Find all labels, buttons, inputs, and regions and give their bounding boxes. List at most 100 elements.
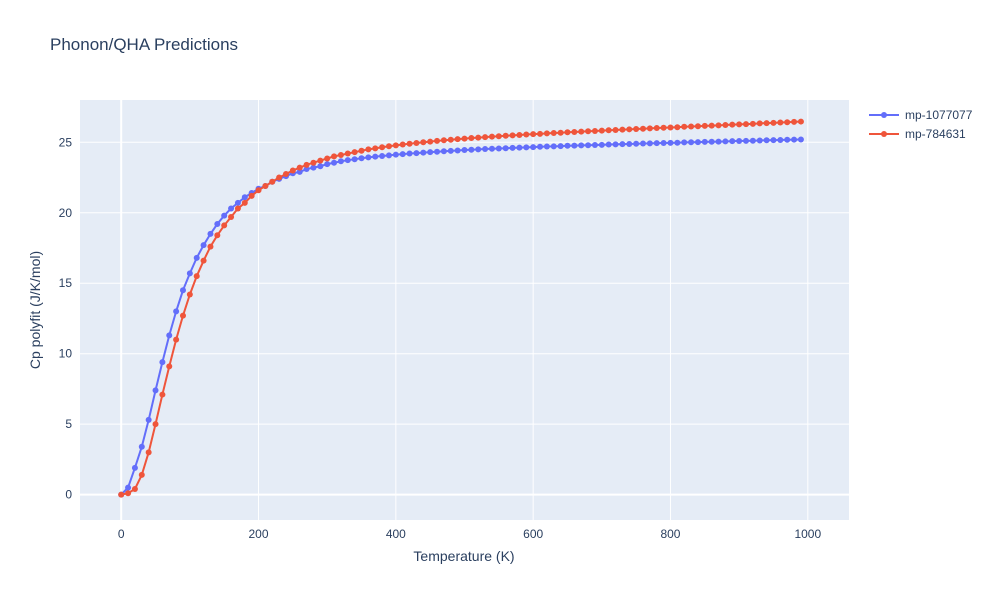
data-point[interactable]: [379, 152, 386, 159]
data-point[interactable]: [694, 139, 701, 146]
data-point[interactable]: [138, 443, 145, 450]
data-point[interactable]: [488, 133, 495, 140]
data-point[interactable]: [310, 159, 317, 166]
data-point[interactable]: [797, 118, 804, 125]
data-point[interactable]: [612, 127, 619, 134]
data-point[interactable]: [255, 187, 262, 194]
data-point[interactable]: [337, 158, 344, 165]
data-point[interactable]: [557, 129, 564, 136]
data-point[interactable]: [434, 137, 441, 144]
data-point[interactable]: [351, 156, 358, 163]
data-point[interactable]: [427, 138, 434, 145]
legend[interactable]: mp-1077077 mp-784631: [869, 108, 973, 141]
data-point[interactable]: [399, 141, 406, 148]
data-point[interactable]: [688, 123, 695, 130]
data-point[interactable]: [646, 140, 653, 147]
data-point[interactable]: [667, 124, 674, 131]
data-point[interactable]: [749, 137, 756, 144]
data-point[interactable]: [509, 132, 516, 139]
data-point[interactable]: [605, 141, 612, 148]
data-point[interactable]: [701, 122, 708, 129]
data-point[interactable]: [173, 336, 180, 343]
data-point[interactable]: [399, 151, 406, 158]
data-point[interactable]: [186, 291, 193, 298]
data-point[interactable]: [454, 147, 461, 154]
data-point[interactable]: [454, 136, 461, 143]
data-point[interactable]: [179, 287, 186, 294]
data-point[interactable]: [646, 125, 653, 132]
data-point[interactable]: [523, 131, 530, 138]
series-mp-1077077[interactable]: [118, 136, 804, 498]
data-point[interactable]: [406, 150, 413, 157]
data-point[interactable]: [537, 143, 544, 150]
data-point[interactable]: [530, 131, 537, 138]
data-point[interactable]: [461, 135, 468, 142]
legend-item[interactable]: mp-784631: [869, 127, 966, 141]
data-point[interactable]: [729, 138, 736, 145]
data-point[interactable]: [619, 126, 626, 133]
data-point[interactable]: [756, 137, 763, 144]
data-point[interactable]: [612, 141, 619, 148]
data-point[interactable]: [420, 149, 427, 156]
data-point[interactable]: [509, 144, 516, 151]
data-point[interactable]: [241, 194, 248, 201]
data-point[interactable]: [626, 126, 633, 133]
data-point[interactable]: [736, 121, 743, 128]
data-point[interactable]: [626, 140, 633, 147]
data-point[interactable]: [791, 136, 798, 143]
data-point[interactable]: [228, 205, 235, 212]
data-point[interactable]: [722, 138, 729, 145]
data-point[interactable]: [598, 127, 605, 134]
data-point[interactable]: [674, 139, 681, 146]
data-point[interactable]: [585, 142, 592, 149]
data-point[interactable]: [351, 149, 358, 156]
data-point[interactable]: [125, 490, 132, 497]
data-point[interactable]: [385, 152, 392, 159]
data-point[interactable]: [324, 161, 331, 168]
data-point[interactable]: [543, 130, 550, 137]
data-point[interactable]: [406, 140, 413, 147]
data-point[interactable]: [633, 126, 640, 133]
data-point[interactable]: [502, 145, 509, 152]
data-point[interactable]: [777, 137, 784, 144]
data-point[interactable]: [372, 153, 379, 160]
data-point[interactable]: [166, 332, 173, 339]
data-point[interactable]: [317, 163, 324, 170]
data-point[interactable]: [289, 167, 296, 174]
data-point[interactable]: [125, 484, 132, 491]
data-point[interactable]: [537, 130, 544, 137]
data-point[interactable]: [715, 122, 722, 129]
data-point[interactable]: [214, 232, 221, 239]
data-point[interactable]: [440, 137, 447, 144]
data-point[interactable]: [653, 125, 660, 132]
data-point[interactable]: [179, 312, 186, 319]
data-point[interactable]: [605, 127, 612, 134]
data-point[interactable]: [743, 137, 750, 144]
data-point[interactable]: [797, 136, 804, 143]
data-point[interactable]: [296, 164, 303, 171]
data-point[interactable]: [633, 140, 640, 147]
data-point[interactable]: [303, 161, 310, 168]
data-point[interactable]: [591, 128, 598, 135]
data-point[interactable]: [152, 387, 159, 394]
data-point[interactable]: [420, 139, 427, 146]
data-point[interactable]: [173, 308, 180, 315]
data-point[interactable]: [303, 166, 310, 173]
data-point[interactable]: [207, 230, 214, 237]
data-point[interactable]: [241, 199, 248, 206]
data-point[interactable]: [495, 133, 502, 140]
data-point[interactable]: [392, 151, 399, 158]
data-point[interactable]: [221, 212, 228, 219]
data-point[interactable]: [434, 148, 441, 155]
data-point[interactable]: [447, 136, 454, 143]
data-point[interactable]: [447, 147, 454, 154]
data-point[interactable]: [344, 157, 351, 164]
data-point[interactable]: [214, 221, 221, 228]
data-point[interactable]: [221, 222, 228, 229]
data-point[interactable]: [482, 134, 489, 141]
data-point[interactable]: [640, 140, 647, 147]
data-point[interactable]: [159, 391, 166, 398]
data-point[interactable]: [585, 128, 592, 135]
data-point[interactable]: [488, 145, 495, 152]
data-point[interactable]: [440, 148, 447, 155]
